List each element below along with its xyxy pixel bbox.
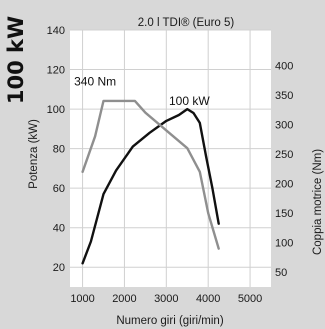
power-line: [81, 107, 220, 265]
x-tick-label: 5000: [238, 293, 262, 305]
y-right-tick-label: 150: [275, 208, 293, 220]
y-left-tick-label: 40: [53, 223, 65, 235]
y-left-tick-label: 100: [47, 104, 65, 116]
annotation-label: 340 Nm: [74, 75, 116, 89]
y-left-tick-label: 60: [53, 183, 65, 195]
y-left-tick-label: 80: [53, 144, 65, 156]
annotation-label: 100 kW: [169, 94, 210, 108]
y-right-axis-label: Coppia motrice (Nm): [312, 149, 324, 255]
x-tick-label: 1000: [70, 293, 94, 305]
x-axis-label: Numero giri (giri/min): [116, 315, 224, 327]
series-lines: [81, 99, 220, 265]
y-right-tick-label: 250: [275, 149, 293, 161]
torque-line: [81, 99, 220, 250]
y-right-tick-label: 300: [275, 120, 293, 132]
y-right-tick-label: 50: [275, 267, 287, 279]
plot-area: [70, 30, 271, 287]
x-tick-labels: 1000 2000 3000 4000 5000: [70, 293, 262, 305]
y-right-tick-label: 100: [275, 238, 293, 250]
y-right-tick-label: 200: [275, 179, 293, 191]
annotations: 100 kW 340 Nm: [74, 75, 210, 109]
power-badge: 100 kW: [4, 16, 28, 104]
gridlines: [70, 29, 271, 287]
y-right-tick-label: 400: [275, 60, 293, 72]
y-left-tick-label: 140: [47, 25, 65, 37]
x-tick-label: 4000: [196, 293, 220, 305]
chart-title: 2.0 l TDI® (Euro 5): [138, 17, 235, 29]
x-tick-label: 2000: [112, 293, 136, 305]
x-tick-label: 3000: [154, 293, 178, 305]
y-right-tick-label: 350: [275, 90, 293, 102]
y-left-tick-label: 20: [53, 262, 65, 274]
y-left-tick-labels: 20 40 60 80 100 120 140: [47, 25, 65, 274]
y-right-tick-labels: 50 100 150 200 250 300 350 400: [275, 60, 293, 279]
y-left-tick-label: 120: [47, 65, 65, 77]
y-left-axis-label: Potenza (kW): [28, 119, 40, 189]
